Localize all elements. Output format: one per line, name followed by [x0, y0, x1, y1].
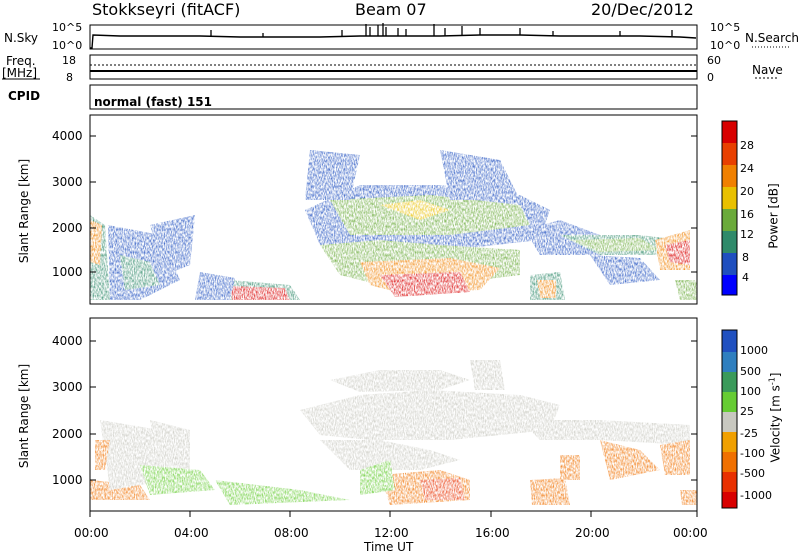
vel-cb-tick-500: 500 [740, 365, 761, 378]
nsky-panel-frame [89, 24, 698, 50]
power-cb-tick-4: 4 [742, 271, 749, 284]
nsky-trace [90, 34, 697, 49]
freq-label: Freq. [6, 54, 36, 68]
x-axis-ticks [89, 511, 698, 517]
x-axis-title: Time UT [364, 540, 414, 554]
vel-cb-tick-neg1000: -1000 [740, 489, 772, 502]
x-tick-1: 04:00 [174, 526, 209, 540]
cpid-value: normal (fast) 151 [94, 95, 212, 109]
nsky-spikes [210, 23, 673, 37]
nave-tick-low: 0 [707, 71, 714, 84]
vel-cb-tick-neg100: -100 [740, 447, 765, 460]
power-cb-tick-28: 28 [740, 139, 754, 152]
nsearch-tick-low: 10^0 [710, 39, 741, 52]
vel-y-tick-3000: 3000 [52, 380, 83, 394]
nave-tick-high: 60 [707, 54, 721, 67]
x-tick-6: 00:00 [673, 526, 708, 540]
freq-unit: [MHz] [2, 66, 38, 80]
power-panel-frame [89, 114, 698, 305]
power-cb-tick-8: 8 [742, 251, 749, 264]
nsky-tick-low: 10^0 [52, 39, 83, 52]
power-axis-ticks [90, 135, 697, 273]
power-y-tick-3000: 3000 [52, 175, 83, 189]
cpid-panel-frame [89, 84, 698, 110]
x-tick-3: 12:00 [374, 526, 409, 540]
power-y-tick-1000: 1000 [52, 265, 83, 279]
x-tick-2: 08:00 [274, 526, 309, 540]
power-cb-tick-20: 20 [740, 185, 754, 198]
freq-tick-low: 8 [66, 71, 73, 84]
nsky-tick-high: 10^5 [52, 21, 83, 34]
x-tick-5: 20:00 [575, 526, 610, 540]
vel-cb-tick-1000: 1000 [740, 344, 768, 357]
power-cb-tick-16: 16 [740, 208, 754, 221]
power-data [90, 150, 697, 300]
vel-y-tick-2000: 2000 [52, 427, 83, 441]
date-title: 20/Dec/2012 [591, 0, 694, 19]
nave-label: Nave [752, 63, 783, 77]
velocity-data [90, 360, 697, 505]
velocity-axis-ticks [90, 340, 697, 481]
vel-cb-tick-neg25: -25 [740, 427, 758, 440]
vel-cb-tick-25: 25 [740, 405, 754, 418]
x-tick-4: 16:00 [475, 526, 510, 540]
freq-tick-high: 18 [62, 54, 76, 67]
power-y-tick-2000: 2000 [52, 221, 83, 235]
vel-y-tick-4000: 4000 [52, 334, 83, 348]
vel-cb-tick-100: 100 [740, 385, 761, 398]
power-colorbar [721, 120, 738, 296]
power-y-tick-4000: 4000 [52, 129, 83, 143]
power-cb-tick-24: 24 [740, 162, 754, 175]
velocity-colorbar [721, 329, 738, 509]
power-cb-tick-12: 12 [740, 228, 754, 241]
vel-y-tick-1000: 1000 [52, 473, 83, 487]
cpid-label: CPID [8, 89, 41, 103]
station-title: Stokkseyri (fitACF) [92, 0, 241, 19]
nsearch-label: N.Search [745, 31, 800, 45]
velocity-panel-frame [89, 317, 698, 512]
vel-cb-tick-neg500: -500 [740, 467, 765, 480]
nsky-label: N.Sky [4, 31, 39, 45]
beam-title: Beam 07 [355, 0, 427, 19]
x-tick-0: 00:00 [74, 526, 109, 540]
freq-panel-frame [89, 54, 698, 80]
nsearch-tick-high: 10^5 [710, 21, 741, 34]
